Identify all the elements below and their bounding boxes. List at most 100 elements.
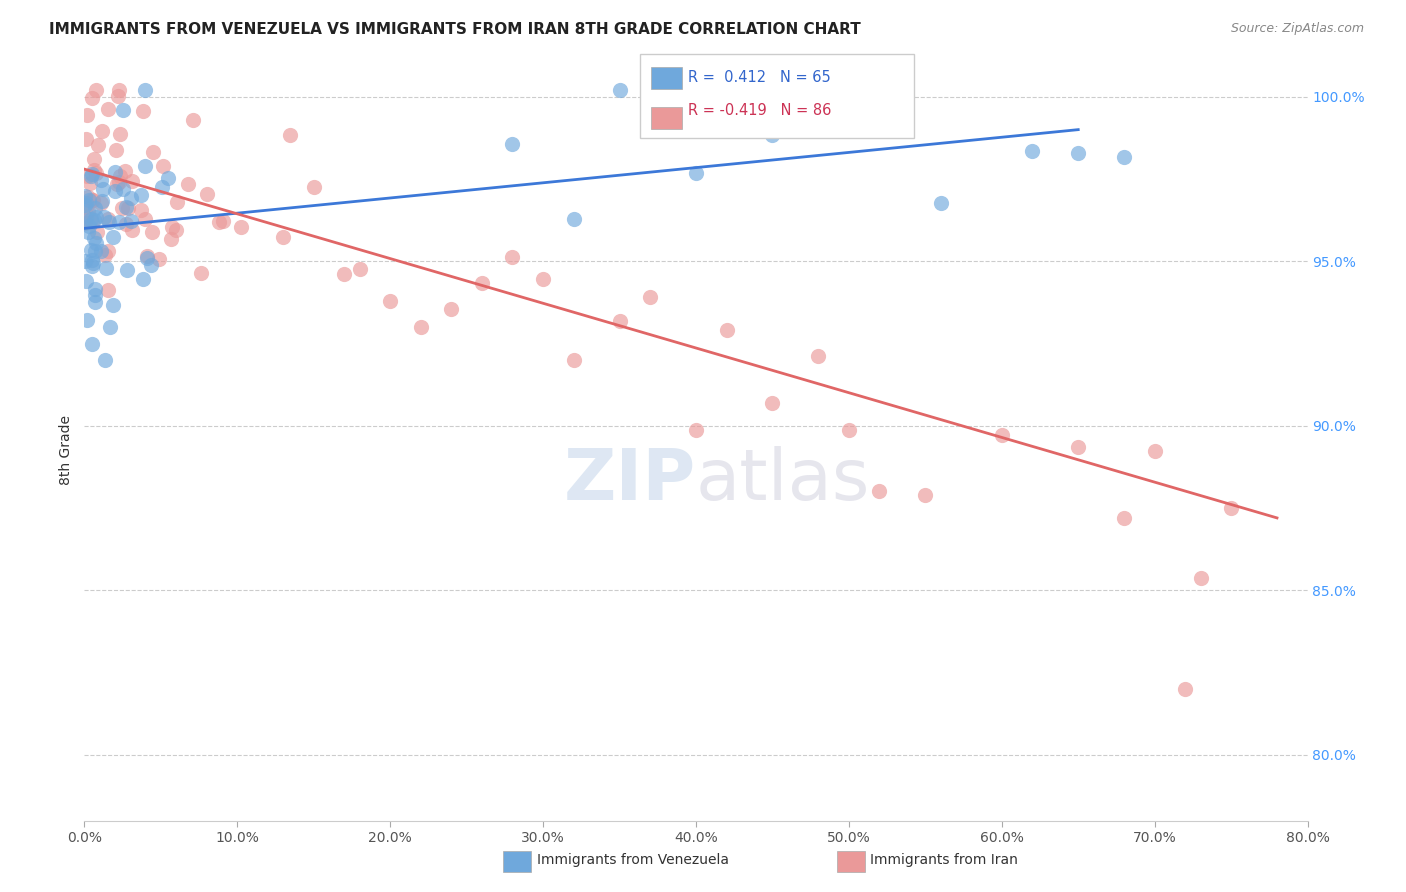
Point — [1174, 681, 1197, 696]
Point — [75, 132, 97, 146]
Point — [73, 198, 96, 212]
Point — [91, 194, 114, 209]
Point — [134, 211, 156, 226]
Point — [84, 210, 107, 224]
Point — [229, 220, 252, 235]
Point — [76, 169, 98, 184]
Point — [75, 274, 97, 288]
Point — [132, 104, 155, 119]
Point — [90, 172, 112, 186]
Point — [1067, 440, 1090, 454]
Point — [77, 204, 100, 219]
Point — [135, 250, 157, 264]
Point — [440, 301, 463, 316]
Point — [83, 282, 105, 296]
Point — [302, 179, 325, 194]
Point — [80, 336, 103, 351]
Point — [129, 188, 152, 202]
Point — [87, 137, 110, 152]
Point — [75, 216, 97, 230]
Point — [142, 145, 165, 159]
Point — [83, 295, 105, 310]
Point — [80, 193, 103, 207]
Point — [104, 185, 127, 199]
Point — [80, 215, 103, 229]
Point — [409, 320, 432, 334]
Point — [502, 136, 524, 151]
Point — [76, 190, 98, 204]
Point — [838, 423, 860, 437]
Point — [101, 230, 124, 244]
Point — [685, 166, 707, 180]
Point — [148, 252, 170, 266]
Point — [129, 202, 152, 217]
Point — [271, 229, 294, 244]
Text: IMMIGRANTS FROM VENEZUELA VS IMMIGRANTS FROM IRAN 8TH GRADE CORRELATION CHART: IMMIGRANTS FROM VENEZUELA VS IMMIGRANTS … — [49, 22, 860, 37]
Point — [117, 201, 139, 215]
Point — [90, 196, 112, 211]
Point — [93, 353, 115, 368]
Point — [502, 250, 524, 264]
Point — [134, 159, 156, 173]
Point — [609, 83, 631, 97]
Point — [761, 128, 783, 142]
Point — [91, 182, 114, 196]
Point — [94, 260, 117, 275]
Point — [716, 323, 738, 337]
Text: Immigrants from Iran: Immigrants from Iran — [870, 853, 1018, 867]
Point — [991, 428, 1014, 442]
Point — [104, 144, 127, 158]
Point — [1021, 144, 1043, 158]
Point — [108, 215, 131, 229]
Point — [104, 165, 127, 179]
Point — [108, 175, 131, 189]
Point — [761, 396, 783, 410]
Point — [471, 276, 494, 290]
Y-axis label: 8th Grade: 8th Grade — [59, 416, 73, 485]
Point — [83, 152, 105, 166]
Point — [107, 88, 129, 103]
Point — [76, 108, 98, 122]
Point — [183, 112, 205, 127]
Point — [105, 177, 128, 191]
Point — [914, 488, 936, 502]
Point — [98, 320, 121, 334]
Point — [160, 232, 183, 246]
Point — [108, 127, 131, 141]
Point — [77, 193, 100, 207]
Point — [208, 215, 231, 229]
Point — [349, 261, 371, 276]
Point — [1143, 443, 1166, 458]
Point — [83, 231, 105, 245]
Point — [121, 173, 143, 187]
Point — [156, 170, 179, 185]
Point — [90, 244, 112, 258]
Point — [86, 225, 108, 239]
Point — [114, 164, 136, 178]
Point — [380, 293, 402, 308]
Point — [75, 195, 97, 210]
Point — [869, 483, 891, 498]
Point — [112, 182, 135, 196]
Point — [562, 353, 585, 368]
Point — [165, 223, 187, 237]
Point — [80, 259, 103, 273]
Point — [141, 225, 163, 239]
Point — [160, 219, 183, 234]
Point — [120, 214, 142, 228]
Point — [86, 235, 108, 250]
Point — [114, 200, 136, 214]
Point — [83, 163, 105, 178]
Point — [75, 200, 97, 214]
Point — [121, 223, 143, 237]
Point — [115, 217, 138, 231]
Point — [685, 423, 707, 437]
Point — [80, 252, 103, 267]
Point — [73, 213, 96, 227]
Point — [73, 189, 96, 203]
Point — [136, 251, 159, 265]
Point — [280, 128, 302, 143]
Point — [807, 349, 830, 363]
Point — [108, 169, 131, 183]
Point — [120, 191, 142, 205]
